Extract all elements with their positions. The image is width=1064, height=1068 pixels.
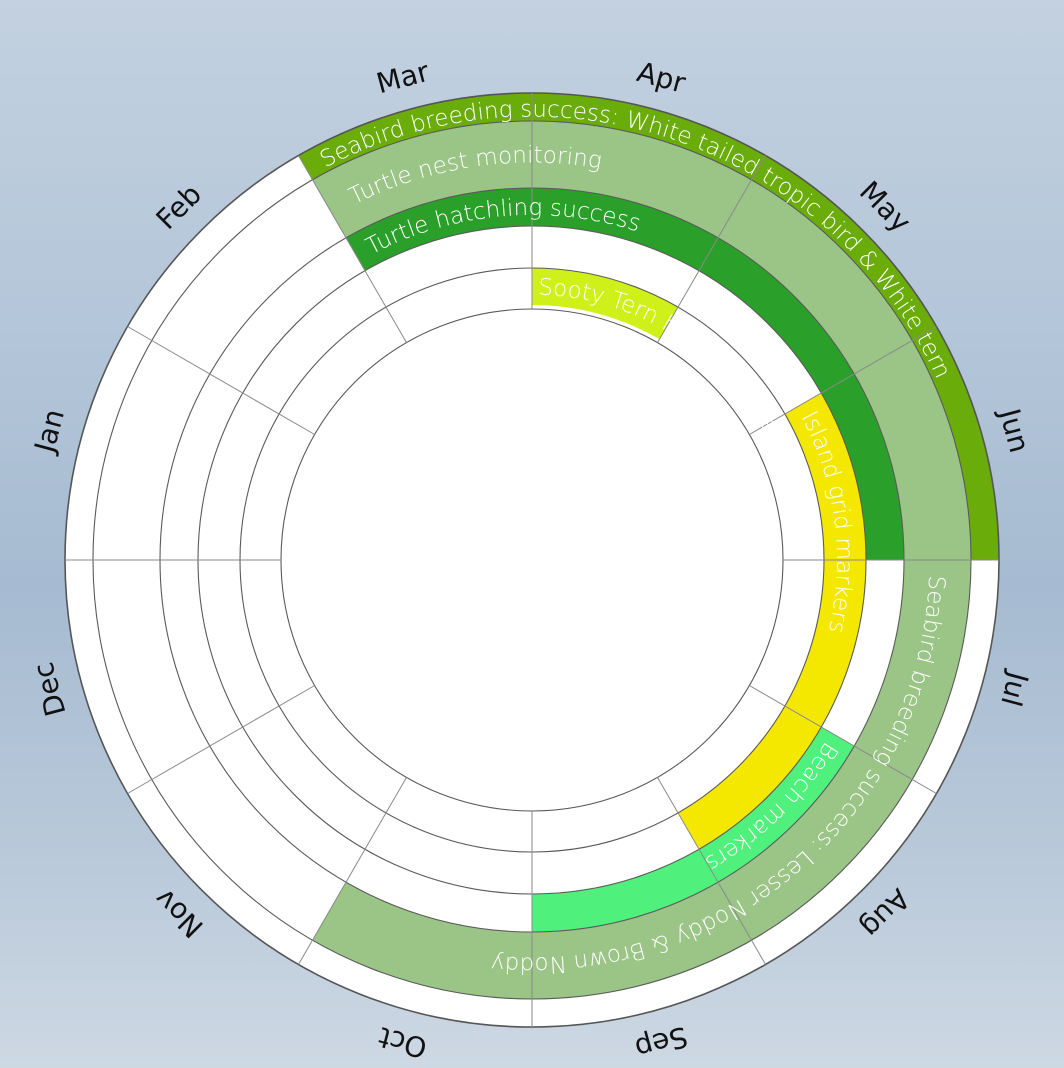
band-sooty-tern-hill-clearance (532, 268, 678, 340)
activity-bands (298, 93, 999, 1000)
month-divider (657, 777, 766, 965)
band-turtle-nest-monitoring (312, 121, 971, 999)
month-label-dec: Dec (27, 659, 73, 720)
month-label-jun: Jun (992, 403, 1036, 456)
month-divider (298, 777, 407, 965)
month-divider (749, 326, 937, 435)
band-turtle-hatchling-success (346, 188, 904, 561)
month-label-jan: Jan (27, 406, 71, 458)
month-label-apr: Apr (634, 55, 690, 100)
band-beach-markers (532, 727, 855, 932)
month-divider (127, 326, 315, 435)
band-island-grid-markers (678, 393, 866, 850)
month-label-aug: Aug (854, 882, 916, 944)
month-label-nov: Nov (148, 882, 210, 944)
band-seabird-breeding-success-white-tailed-tropic-bird-white-tern (298, 93, 999, 561)
month-divider (127, 685, 315, 794)
month-divider (298, 155, 407, 343)
ring-grid (64, 92, 1000, 1028)
month-label-jul: Jul (994, 667, 1035, 710)
month-label-oct: Oct (375, 1020, 430, 1064)
month-label-sep: Sep (632, 1020, 692, 1066)
month-divider (657, 155, 766, 343)
month-divider (749, 685, 937, 794)
month-label-feb: Feb (150, 178, 208, 236)
month-label-mar: Mar (373, 55, 433, 101)
